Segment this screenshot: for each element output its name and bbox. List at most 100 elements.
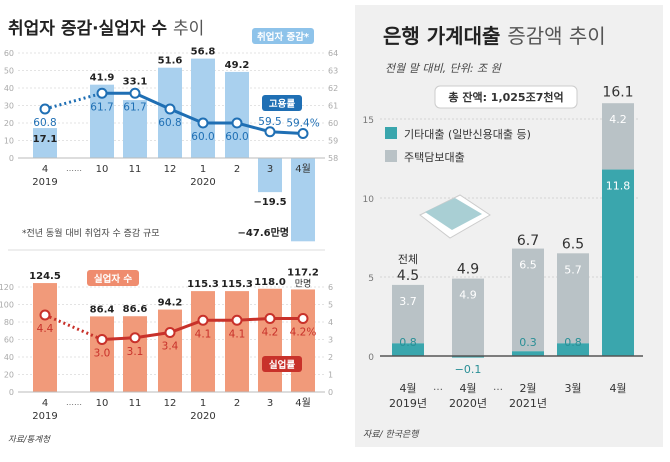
y-tick-label: 20 (4, 119, 14, 128)
x-tick-label: 2월 (519, 382, 536, 395)
x-tick-label: 4 (42, 398, 48, 409)
line-value-label: 59.4% (286, 118, 319, 130)
line-point (96, 334, 108, 345)
y-tick-label: 80 (4, 318, 14, 327)
x-tick-label: 12 (164, 164, 177, 175)
y-tick-label: 0 (9, 154, 14, 163)
bar-mortgage (512, 248, 544, 352)
line-value-label: 4.4 (37, 323, 54, 335)
employment-chart: 0 10 20 30 40 50 60 58 59 60 61 62 63 64 17.1 41.9 33.1 5… (4, 28, 338, 242)
y2-tick-label: 4 (328, 318, 333, 327)
bar-value-label: 17.1 (33, 134, 58, 145)
bar-series-tag-bg (87, 270, 139, 286)
line-value-label: 59.5 (258, 116, 281, 128)
bar-value-label: 117.2 (287, 267, 319, 278)
line-point (164, 327, 176, 338)
mortgage-value-label: 4.2 (609, 113, 627, 126)
line-value-label: 60.8 (158, 117, 181, 129)
y-tick-label: 60 (4, 49, 14, 58)
line-value-label: 61.7 (123, 101, 146, 113)
x-year-label: 2020 (190, 411, 215, 422)
left-title-light: 추이 (173, 19, 204, 39)
line-dotted-segment (44, 313, 103, 341)
other-value-label: 11.8 (606, 180, 631, 193)
right-title: 은행 가계대출 증감액 추이 (383, 24, 606, 48)
legend-swatch (385, 127, 397, 139)
right-source: 자료/ 한국은행 (363, 429, 420, 440)
line-point (297, 128, 309, 139)
y-tick-label: 50 (4, 67, 14, 76)
line-value-label: 3.0 (94, 348, 111, 360)
x-tick-label: 4 (42, 164, 48, 175)
bar-mortgage (557, 253, 589, 344)
line-point (96, 87, 108, 99)
legend-label: 기타대출 (일반신용대출 등) (404, 127, 531, 141)
line-point (39, 103, 51, 115)
y-tick-label: 15 (363, 116, 374, 126)
bar (291, 158, 315, 242)
x-tick-label: 3 (267, 164, 273, 175)
x-ellipsis: …… (66, 398, 82, 407)
line-point (264, 313, 276, 324)
line-value-label: 4.1 (229, 328, 246, 340)
bar-value-label: 86.6 (123, 304, 148, 315)
bar (191, 291, 215, 392)
y2-tick-label: 63 (328, 67, 338, 76)
bar-value-label: 94.2 (158, 298, 183, 309)
money-bill-icon (425, 198, 482, 230)
line-point (231, 314, 243, 326)
mortgage-value-label: 4.9 (459, 289, 477, 302)
line-series-tag-bg (262, 95, 302, 111)
left-title: 취업자 증감·실업자 수 추이 (8, 18, 204, 39)
x-year-label: 2019 (32, 177, 57, 188)
x-year-label: 2019 (32, 411, 57, 422)
mortgage-value-label: 6.5 (519, 259, 537, 272)
left-title-bold: 취업자 증감·실업자 수 (8, 18, 167, 39)
bar-value-label: −19.5 (253, 197, 286, 208)
bar-other-loans (392, 343, 424, 356)
bar-value-label: 124.5 (29, 271, 61, 282)
bar-value-label: 86.4 (90, 304, 115, 315)
x-tick-label: 1 (200, 398, 206, 409)
bar-other-loans (602, 169, 634, 356)
line-point (297, 313, 309, 324)
bar (225, 71, 249, 158)
y2-tick-label: 60 (328, 119, 338, 128)
x-tick-label: 12 (164, 398, 177, 409)
x-tick-label: 4월 (459, 382, 476, 395)
bar (291, 289, 315, 392)
line-value-label: 61.7 (90, 101, 113, 113)
x-year-label: 2021년 (509, 397, 547, 410)
bar-series-tag-bg (252, 28, 314, 44)
line-point (197, 117, 209, 129)
line-value-label: 4.2% (290, 327, 317, 339)
x-tick-label: 4월 (295, 163, 311, 175)
callout-text: 총 잔액: 1,025조7천억 (448, 90, 563, 104)
other-value-label: 0.8 (399, 336, 417, 349)
line-value-label: 3.4 (162, 341, 179, 353)
total-value-label: 4.9 (457, 262, 479, 278)
left-source: 자료/통계청 (8, 434, 51, 445)
total-value-label: 4.5 (397, 268, 419, 284)
total-value-label: 16.1 (602, 85, 633, 101)
y-tick-label: 30 (4, 102, 14, 111)
y2-tick-label: 2 (328, 353, 333, 362)
mortgage-value-label: 3.7 (399, 295, 417, 308)
y-tick-label: 100 (0, 301, 14, 310)
legend-label: 주택담보대출 (404, 151, 465, 164)
bar-value-label: −47.6만명 (238, 226, 289, 239)
y-tick-label: 0 (368, 353, 374, 363)
y2-tick-label: 64 (328, 49, 338, 58)
x-tick-label: 10 (96, 164, 109, 175)
y-tick-label: 0 (9, 388, 14, 397)
right-title-bold: 은행 가계대출 (383, 24, 500, 48)
line-series-tag: 실업률 (269, 359, 295, 371)
y2-tick-label: 0 (328, 388, 333, 397)
x-tick-label: 2 (234, 164, 240, 175)
bar-value-label: 51.6 (158, 56, 183, 67)
footnote: *전년 동월 대비 취업자 수 증감 규모 (22, 227, 160, 239)
bar-mortgage (602, 103, 634, 170)
bar-other-loans (452, 356, 484, 358)
bar (123, 316, 147, 392)
